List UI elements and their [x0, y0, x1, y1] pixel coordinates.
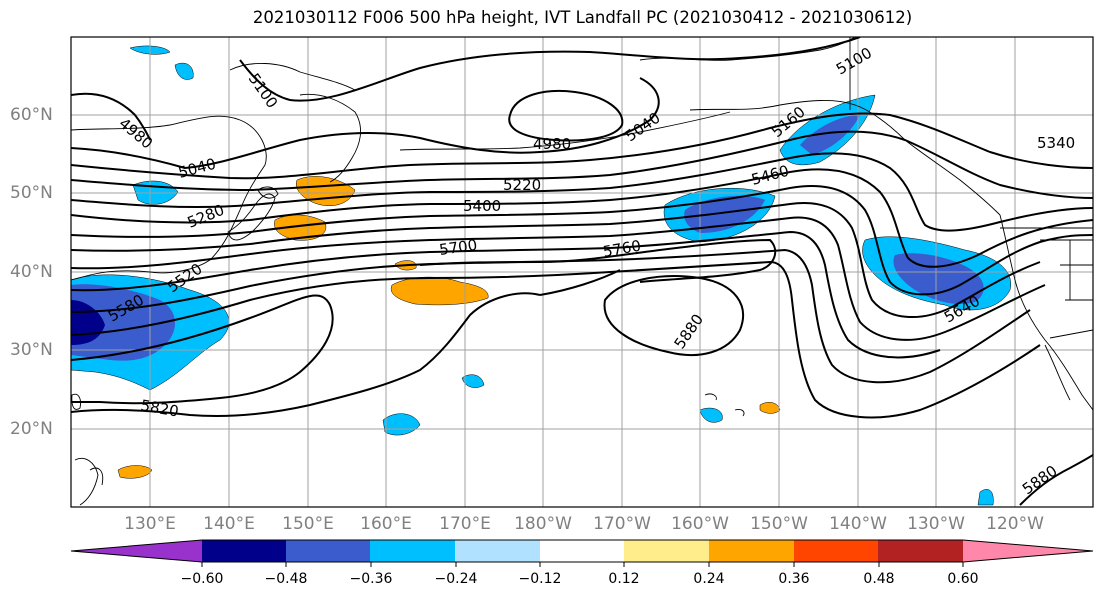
contour-5100 [239, 37, 861, 102]
coastline-asia [71, 115, 267, 281]
colorbar-segment [202, 540, 287, 562]
ivt-negative-small-3 [382, 413, 421, 436]
contour-5760 [71, 294, 334, 405]
colorbar-segment [370, 540, 456, 562]
map-frame [70, 36, 1094, 508]
lon-label: 180°W [514, 514, 572, 534]
lat-label: 50°N [10, 183, 53, 203]
colorbar-tick-label: −0.36 [349, 571, 393, 587]
lon-label: 160°W [671, 514, 729, 534]
contour-5880-east [1019, 454, 1093, 506]
contour-5460 [71, 202, 1041, 318]
lon-label: 130°W [907, 514, 965, 534]
ivt-negative-small-2 [174, 62, 194, 80]
ivt-positive-region-kurils [296, 176, 356, 206]
ivt-strong-negative-eastern [893, 253, 984, 305]
colorbar-segment [455, 540, 541, 562]
contour-5220 [71, 130, 1093, 199]
colorbar-segment [878, 540, 964, 562]
contour-5520 [71, 216, 1046, 341]
coastline-aleutians [399, 111, 731, 151]
coastline-okhotsk [229, 62, 356, 91]
height-contours [71, 37, 1093, 506]
ivt-negative-small-4 [461, 374, 485, 388]
ivt-positive-small-1 [117, 465, 153, 479]
ivt-negative-small-6 [977, 489, 994, 506]
contour-4980-west [71, 92, 151, 141]
lon-label: 150°W [750, 514, 808, 534]
colorbar-segment [624, 540, 710, 562]
lon-label: 170°W [593, 514, 651, 534]
contour-label: 5220 [503, 176, 541, 194]
colorbar-tick-label: 0.48 [863, 571, 895, 587]
coastline-philippines [74, 457, 104, 506]
colorbar-segment [709, 540, 795, 562]
coastline-hawaii [704, 393, 745, 417]
colorbar-tick-label: 0.60 [947, 571, 979, 587]
gridlines [71, 37, 1093, 507]
colorbar [70, 539, 1094, 567]
contour-5160 [71, 112, 1093, 180]
colorbar-tick-label: −0.12 [518, 571, 562, 587]
contour-5640 [71, 248, 1031, 384]
contour-5040 [71, 77, 660, 170]
coastline-baja [1044, 344, 1071, 401]
colorbar-extend-right [963, 540, 1093, 562]
contour-5820 [71, 292, 541, 417]
contour-5760-east [419, 238, 777, 283]
colorbar-tick-label: −0.60 [180, 571, 224, 587]
border-us-mexico [1049, 329, 1093, 339]
lat-label: 30°N [10, 340, 53, 360]
contour-5880-line [539, 269, 621, 296]
colorbar-segment [286, 540, 371, 562]
lon-label: 140°W [829, 514, 887, 534]
lon-label: 160°E [360, 514, 412, 534]
contour-5280 [71, 152, 1093, 232]
coastline-taiwan [71, 393, 81, 410]
ivt-strong-negative-central [684, 195, 765, 233]
contour-5880-closed [603, 275, 745, 356]
contour-label: 5400 [463, 197, 501, 215]
contour-5340 [71, 168, 1093, 268]
colorbar-tick-label: −0.48 [264, 571, 308, 587]
figure-title: 2021030112 F006 500 hPa height, IVT Land… [252, 8, 913, 27]
contour-label: 4980 [533, 135, 571, 153]
contour-label: 5340 [1037, 134, 1075, 152]
lon-label: 140°E [203, 514, 255, 534]
coastline-hokkaido [257, 186, 279, 199]
lon-label: 150°E [282, 514, 334, 534]
colorbar-tick-label: 0.36 [778, 571, 810, 587]
lon-label: 170°E [439, 514, 491, 534]
contour-5700 [71, 260, 1041, 419]
lat-label: 60°N [10, 105, 53, 125]
ivt-positive-small-2 [759, 402, 781, 414]
coastline-na-west [999, 214, 1093, 411]
contour-4980-closed [508, 89, 624, 142]
colorbar-segment [540, 540, 625, 562]
ivt-strong-negative-west [71, 284, 176, 361]
colorbar-tick-label: 0.12 [608, 571, 640, 587]
ivt-strong-negative-alaska [800, 115, 860, 155]
contour-label: 5700 [438, 236, 478, 259]
colorbar-tick-label: −0.24 [434, 571, 478, 587]
colorbar-tick-label: 0.24 [693, 571, 725, 587]
contour-5580 [71, 230, 941, 359]
coastline-japan [227, 193, 276, 241]
ivt-negative-small-5 [699, 407, 723, 423]
colorbar-extend-left [71, 540, 202, 562]
map-panel: 4980 5100 5040 5160 4980 5040 5220 5400 … [71, 37, 1093, 507]
colorbar-segment [794, 540, 879, 562]
contour-5400 [71, 185, 1093, 296]
lon-label: 120°W [986, 514, 1044, 534]
lon-label: 130°E [124, 514, 176, 534]
lat-label: 40°N [10, 262, 53, 282]
border-states [1040, 239, 1093, 301]
lat-label: 20°N [10, 419, 53, 439]
